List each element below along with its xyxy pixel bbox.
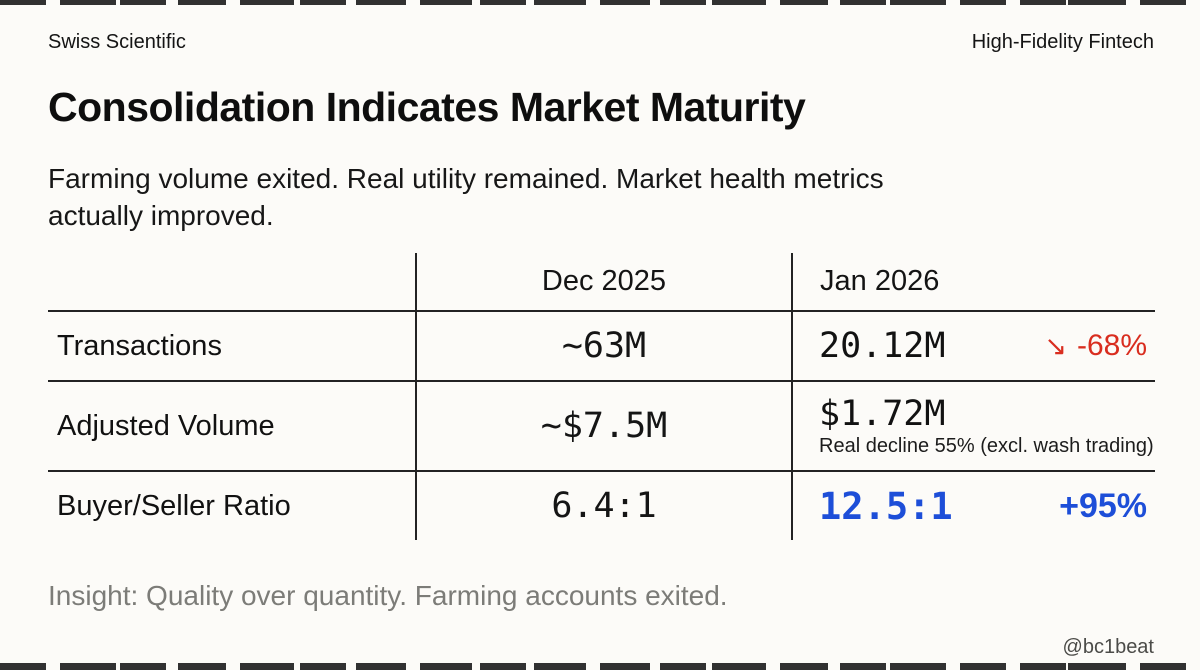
dec-value: ~$7.5M [415,382,791,470]
jan-value: $1.72M [819,393,946,434]
jan-value-note: Real decline 55% (excl. wash trading) [819,434,1154,457]
metrics-table: Dec 2025 Jan 2026 Transactions ~63M 20.1… [48,253,1155,540]
row-label: Transactions [57,329,222,362]
jan-value-highlight: 12.5:1 [819,484,953,528]
dec-value: 6.4:1 [415,472,791,540]
row-label: Buyer/Seller Ratio [57,489,291,522]
film-edge-top [0,0,1200,5]
row-label: Adjusted Volume [57,409,275,442]
author-handle: @bc1beat [1062,636,1154,658]
insight-caption: Insight: Quality over quantity. Farming … [48,580,728,611]
header-dec-2025: Dec 2025 [415,253,791,310]
jan-cell: $1.72M Real decline 55% (excl. wash trad… [791,382,1155,470]
brand-left: Swiss Scientific [48,31,186,53]
page-title: Consolidation Indicates Market Maturity [48,84,806,130]
header-empty-cell [48,253,415,310]
down-right-arrow-icon: ↘ [1044,330,1067,362]
table-row-transactions: Transactions ~63M 20.12M ↘ -68% [48,310,1155,380]
table-header-row: Dec 2025 Jan 2026 [48,253,1155,310]
jan-cell: 20.12M ↘ -68% [791,312,1155,380]
change-value: -68% [1076,329,1147,362]
jan-cell: 12.5:1 +95% [791,472,1155,540]
table-row-buyer-seller-ratio: Buyer/Seller Ratio 6.4:1 12.5:1 +95% [48,470,1155,540]
dec-value: ~63M [415,312,791,380]
film-edge-bottom [0,663,1200,670]
page-subtitle: Farming volume exited. Real utility rema… [48,163,884,231]
header-jan-2026: Jan 2026 [791,253,1155,310]
change-negative: ↘ -68% [1044,329,1147,363]
brand-right: High-Fidelity Fintech [971,31,1154,53]
jan-value: 20.12M [819,326,946,366]
change-positive: +95% [1059,486,1147,525]
table-row-adjusted-volume: Adjusted Volume ~$7.5M $1.72M Real decli… [48,380,1155,470]
